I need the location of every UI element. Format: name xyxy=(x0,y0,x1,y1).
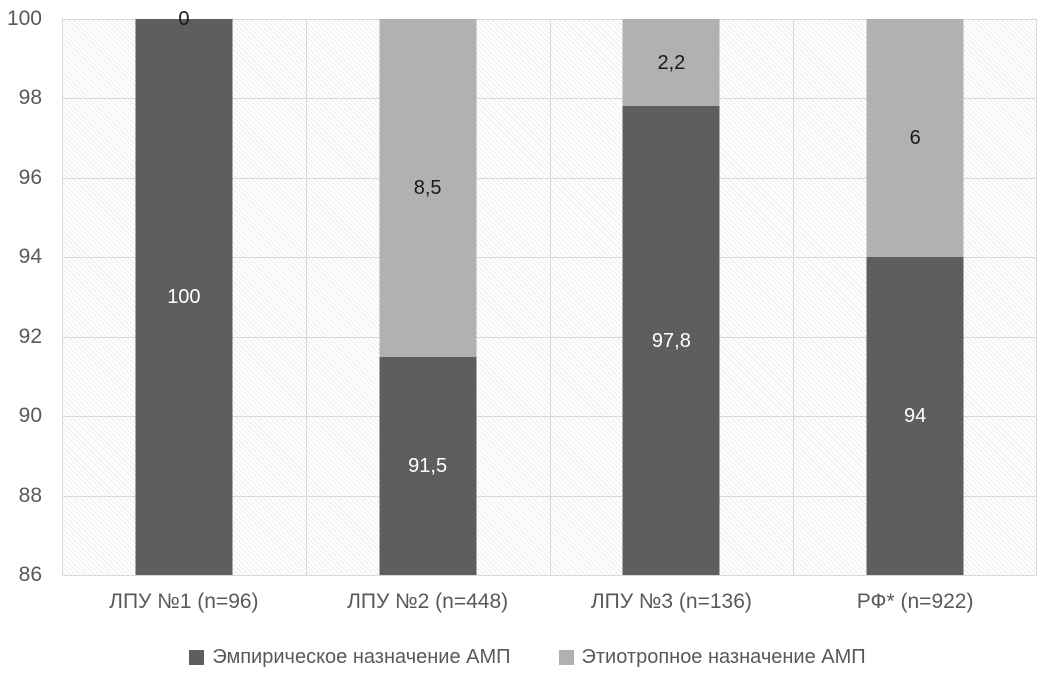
bar-segment-empirical xyxy=(135,19,233,575)
y-tick-label: 86 xyxy=(18,563,42,586)
y-tick-label: 100 xyxy=(6,7,42,30)
y-tick-label: 94 xyxy=(18,245,42,269)
bar-value-label: 6 xyxy=(909,127,921,150)
gridline-vertical xyxy=(549,19,551,575)
bar-value-label: 0 xyxy=(178,8,190,30)
x-category-label: ЛПУ №1 (n=96) xyxy=(109,590,259,613)
bar-cell: 91,5 8,5 xyxy=(306,19,550,575)
bar-value-label: 94 xyxy=(904,405,927,428)
legend-swatch xyxy=(558,650,574,665)
bar-segment-etiotropic xyxy=(622,19,720,107)
legend-label: Этиотропное назначение АМП xyxy=(581,646,866,668)
legend-item: Этиотропное назначение АМП xyxy=(558,646,866,669)
bar-segment-empirical xyxy=(379,356,477,575)
legend-swatch xyxy=(189,650,205,665)
bar-value-label: 97,8 xyxy=(651,329,691,352)
legend-label: Эмпирическое назначение АМП xyxy=(212,646,511,668)
legend-item: Эмпирическое назначение АМП xyxy=(189,646,511,669)
bar-segment-empirical xyxy=(866,257,964,575)
gridline-horizontal xyxy=(62,575,1037,576)
legend: Эмпирическое назначение АМП Этиотропное н… xyxy=(0,646,1055,669)
y-tick-label: 96 xyxy=(18,165,42,189)
x-category-label: ЛПУ №2 (n=448) xyxy=(347,590,509,613)
plot-area: 100 0 91,5 8,5 97,8 2,2 94 6 xyxy=(62,8,1037,576)
x-category-label: РФ* (n=922) xyxy=(856,590,974,613)
gridline-vertical xyxy=(793,19,795,575)
bar-segment-empirical xyxy=(622,106,720,575)
bar-segment-etiotropic xyxy=(866,19,964,258)
gridline-vertical xyxy=(305,19,307,575)
y-tick-label: 88 xyxy=(18,483,42,507)
y-tick-label: 90 xyxy=(18,404,42,428)
bar-cell: 100 0 xyxy=(62,8,306,575)
bar-cell: 94 6 xyxy=(793,19,1037,575)
gridline-vertical xyxy=(1036,19,1037,575)
y-tick-label: 92 xyxy=(18,324,42,348)
bar-segment-etiotropic xyxy=(379,19,477,357)
bar-value-label: 8,5 xyxy=(413,176,442,199)
bar-value-label: 2,2 xyxy=(657,51,686,74)
bar-value-label: 100 xyxy=(167,286,201,308)
gridline-vertical xyxy=(62,19,63,575)
y-tick-label: 98 xyxy=(18,86,42,110)
bar-cell: 97,8 2,2 xyxy=(550,19,794,575)
bar-value-label: 91,5 xyxy=(408,454,448,477)
x-category-label: ЛПУ №3 (n=136) xyxy=(590,590,752,613)
